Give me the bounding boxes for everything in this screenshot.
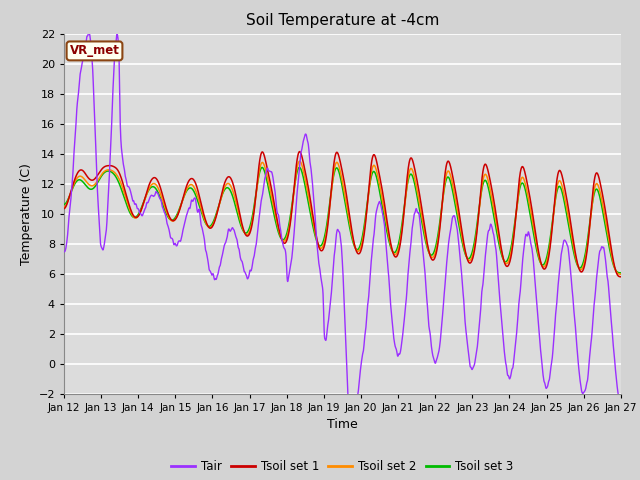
Title: Soil Temperature at -4cm: Soil Temperature at -4cm [246, 13, 439, 28]
Text: VR_met: VR_met [70, 44, 120, 58]
X-axis label: Time: Time [327, 418, 358, 431]
Y-axis label: Temperature (C): Temperature (C) [20, 163, 33, 264]
Legend: Tair, Tsoil set 1, Tsoil set 2, Tsoil set 3: Tair, Tsoil set 1, Tsoil set 2, Tsoil se… [166, 455, 518, 478]
